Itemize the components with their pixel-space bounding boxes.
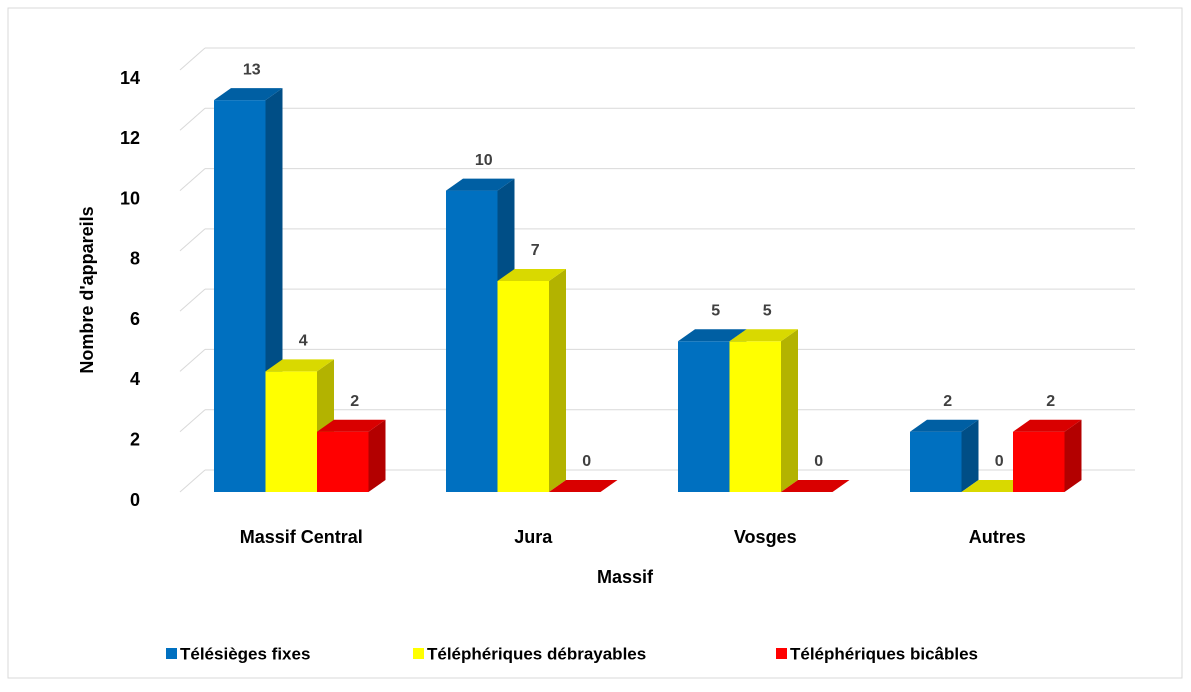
x-tick-label: Vosges [734,527,797,547]
legend-swatch [776,648,787,659]
x-tick-label: Autres [969,527,1026,547]
value-label: 2 [1046,393,1055,410]
y-tick-label: 6 [130,309,140,329]
chart-frame [7,7,1183,679]
bar-top [214,88,283,101]
bar-top [910,419,979,432]
bar-front [317,431,369,492]
y-tick-label: 8 [130,249,140,269]
value-label: 5 [763,303,772,320]
bar [961,480,1030,492]
value-label: 2 [943,393,952,410]
bar-top [781,480,850,492]
bar-side [781,329,798,492]
y-tick-label: 14 [120,68,140,88]
bar-top [678,329,747,342]
value-label: 0 [582,453,591,470]
y-tick-label: 2 [130,429,140,449]
grid-line-side [179,349,206,372]
value-label: 7 [531,242,540,259]
grid-line-side [179,168,206,191]
legend-swatch [166,648,177,659]
bar-top [1013,419,1082,432]
bar-front [265,371,317,492]
legend-swatch [413,648,424,659]
bar-front [910,431,962,492]
bar-top [497,269,566,281]
grid-line-side [179,409,206,433]
bar-front [497,281,549,492]
grid-line-side [179,47,206,71]
grid-line-side [179,288,206,312]
bar-front [729,341,781,492]
bar-top [729,329,798,342]
grid-line-side [179,469,206,493]
y-tick-label: 0 [130,490,140,510]
bar-top [317,419,386,432]
bar-side [961,419,979,492]
x-tick-label: Jura [514,527,553,547]
y-axis-title: Nombre d'appareils [77,206,97,373]
legend-label: Téléphériques bicâbles [790,644,978,663]
bar-front [214,100,266,493]
bar-front [446,190,498,493]
legend-label: Télésièges fixes [180,644,310,663]
x-tick-label: Massif Central [240,527,363,547]
bar-top [265,359,334,372]
y-tick-label: 10 [120,188,140,208]
bar [910,419,979,492]
grid-line-side [179,107,206,131]
bar [317,419,386,492]
bar [497,269,566,492]
bar [729,329,798,492]
bar-front [678,341,730,492]
bar [1013,419,1082,492]
value-label: 5 [711,303,720,320]
value-label: 10 [475,152,493,169]
bar-side [1064,419,1082,492]
bar-top [446,178,515,191]
legend-label: Téléphériques débrayables [427,644,646,663]
bar [781,480,850,492]
bar-side [549,269,566,492]
value-label: 0 [995,453,1004,470]
y-tick-label: 12 [120,128,140,148]
grid-line-side [179,228,206,252]
bar [265,359,334,492]
y-tick-label: 4 [130,369,140,389]
x-axis-title: Massif [597,567,654,587]
value-label: 4 [299,333,308,350]
value-label: 2 [350,393,359,410]
value-label: 0 [814,453,823,470]
bar-top [549,480,618,492]
bar-front [1013,431,1065,492]
bar [549,480,618,492]
value-label: 13 [243,61,261,78]
bar-side [368,419,386,492]
bar-top [961,480,1030,492]
